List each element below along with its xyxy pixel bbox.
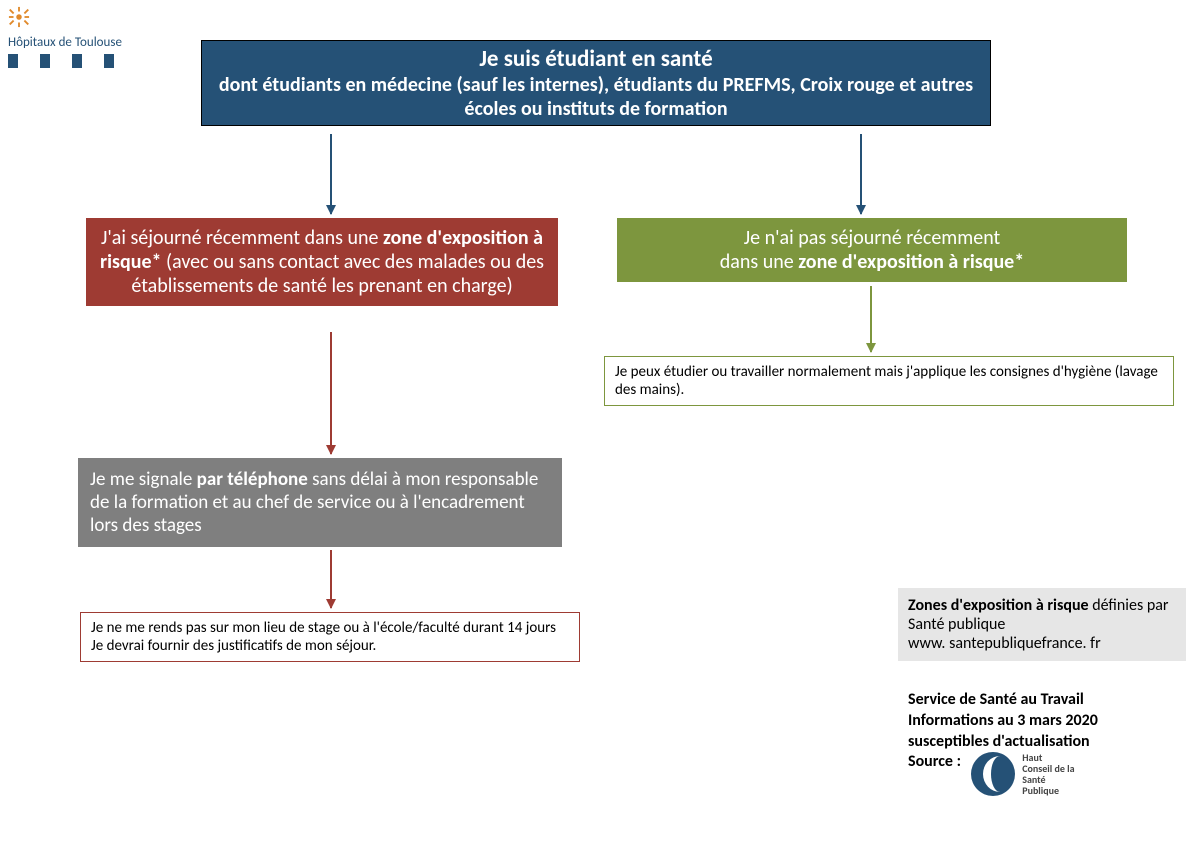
risk-yes-text-post: (avec ou sans contact avec des malades o…	[131, 250, 544, 298]
source-info: Service de Santé au Travail Informations…	[908, 690, 1178, 796]
header-title: Je suis étudiant en santé	[212, 45, 980, 73]
risk-yes-text-pre: J'ai séjourné récemment dans une	[101, 226, 383, 250]
logo-squares	[8, 54, 136, 73]
hygiene-text: Je peux étudier ou travailler normalemen…	[615, 363, 1158, 399]
source-label: Source :	[908, 752, 961, 773]
sun-icon	[8, 6, 30, 28]
arrow-signal-to-norender	[330, 550, 332, 608]
risk-no-line1: Je n'ai pas séjourné récemment	[627, 226, 1117, 250]
arrow-risk-no-to-hygiene	[870, 286, 872, 352]
info-date: Informations au 3 mars 2020	[908, 711, 1178, 732]
hospital-name: Hôpitaux de Toulouse	[8, 35, 136, 50]
info-update: susceptibles d'actualisation	[908, 732, 1178, 753]
hcsp-label: Haut Conseil de la Santé Publique	[1022, 752, 1074, 796]
hospital-logo: Hôpitaux de Toulouse	[8, 6, 136, 73]
hygiene-box: Je peux étudier ou travailler normalemen…	[604, 356, 1174, 406]
arrow-risk-yes-to-signal	[330, 332, 332, 454]
risk-yes-box: J'ai séjourné récemment dans une zone d'…	[86, 218, 558, 306]
zones-url: www. santepubliquefrance. fr	[908, 634, 1101, 653]
risk-no-line2: dans une zone d'exposition à risque*	[627, 250, 1117, 274]
arrow-header-to-risk-no	[860, 134, 862, 214]
header-box: Je suis étudiant en santé dont étudiants…	[201, 40, 991, 126]
header-subtitle: dont étudiants en médecine (sauf les int…	[212, 73, 980, 121]
norender-line1: Je ne me rends pas sur mon lieu de stage…	[91, 619, 569, 637]
risk-no-box: Je n'ai pas séjourné récemment dans une …	[617, 218, 1127, 282]
norender-box: Je ne me rends pas sur mon lieu de stage…	[80, 612, 580, 662]
zones-info-box: Zones d'exposition à risque définies par…	[898, 588, 1186, 661]
service-line: Service de Santé au Travail	[908, 690, 1178, 711]
norender-line2: Je devrai fournir des justificatifs de m…	[91, 637, 569, 655]
arrow-header-to-risk-yes	[330, 134, 332, 214]
hcsp-logo: Haut Conseil de la Santé Publique	[971, 752, 1075, 796]
hcsp-icon	[971, 752, 1015, 796]
signal-box: Je me signale par téléphone sans délai à…	[78, 458, 562, 547]
